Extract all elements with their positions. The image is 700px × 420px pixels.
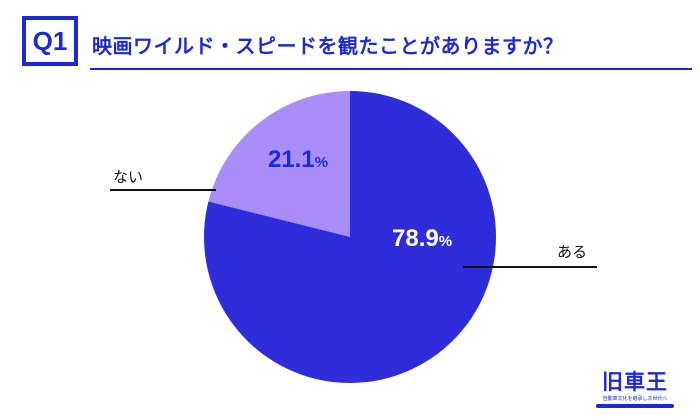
slice-value-aru: 78.9%: [392, 227, 452, 251]
slice-value-aru-number: 78.9: [392, 225, 439, 252]
brand-logo-underline: [596, 404, 674, 408]
callout-label-aru: ある: [557, 244, 588, 261]
brand-logo-tagline: 自動車文化を継承し次世代へ: [602, 396, 668, 402]
question-number-label: Q1: [32, 25, 68, 56]
slice-value-aru-unit: %: [438, 233, 453, 250]
callout-label-nai: ない: [113, 169, 144, 186]
chart-title: 映画ワイルド・スピードを観たことがありますか？: [92, 36, 564, 58]
slice-value-nai-number: 21.1: [267, 146, 315, 173]
brand-logo: 旧車王 自動車文化を継承し次世代へ: [596, 371, 674, 408]
slice-value-nai-unit: %: [314, 154, 329, 171]
question-number-badge: Q1: [22, 16, 78, 66]
callout-line-aru: [463, 266, 597, 268]
callout-line-nai: [110, 189, 216, 191]
pie-chart: [204, 91, 496, 383]
brand-logo-text: 旧車王: [602, 370, 668, 394]
title-underline: [90, 68, 692, 70]
slice-value-nai: 21.1%: [238, 148, 358, 172]
